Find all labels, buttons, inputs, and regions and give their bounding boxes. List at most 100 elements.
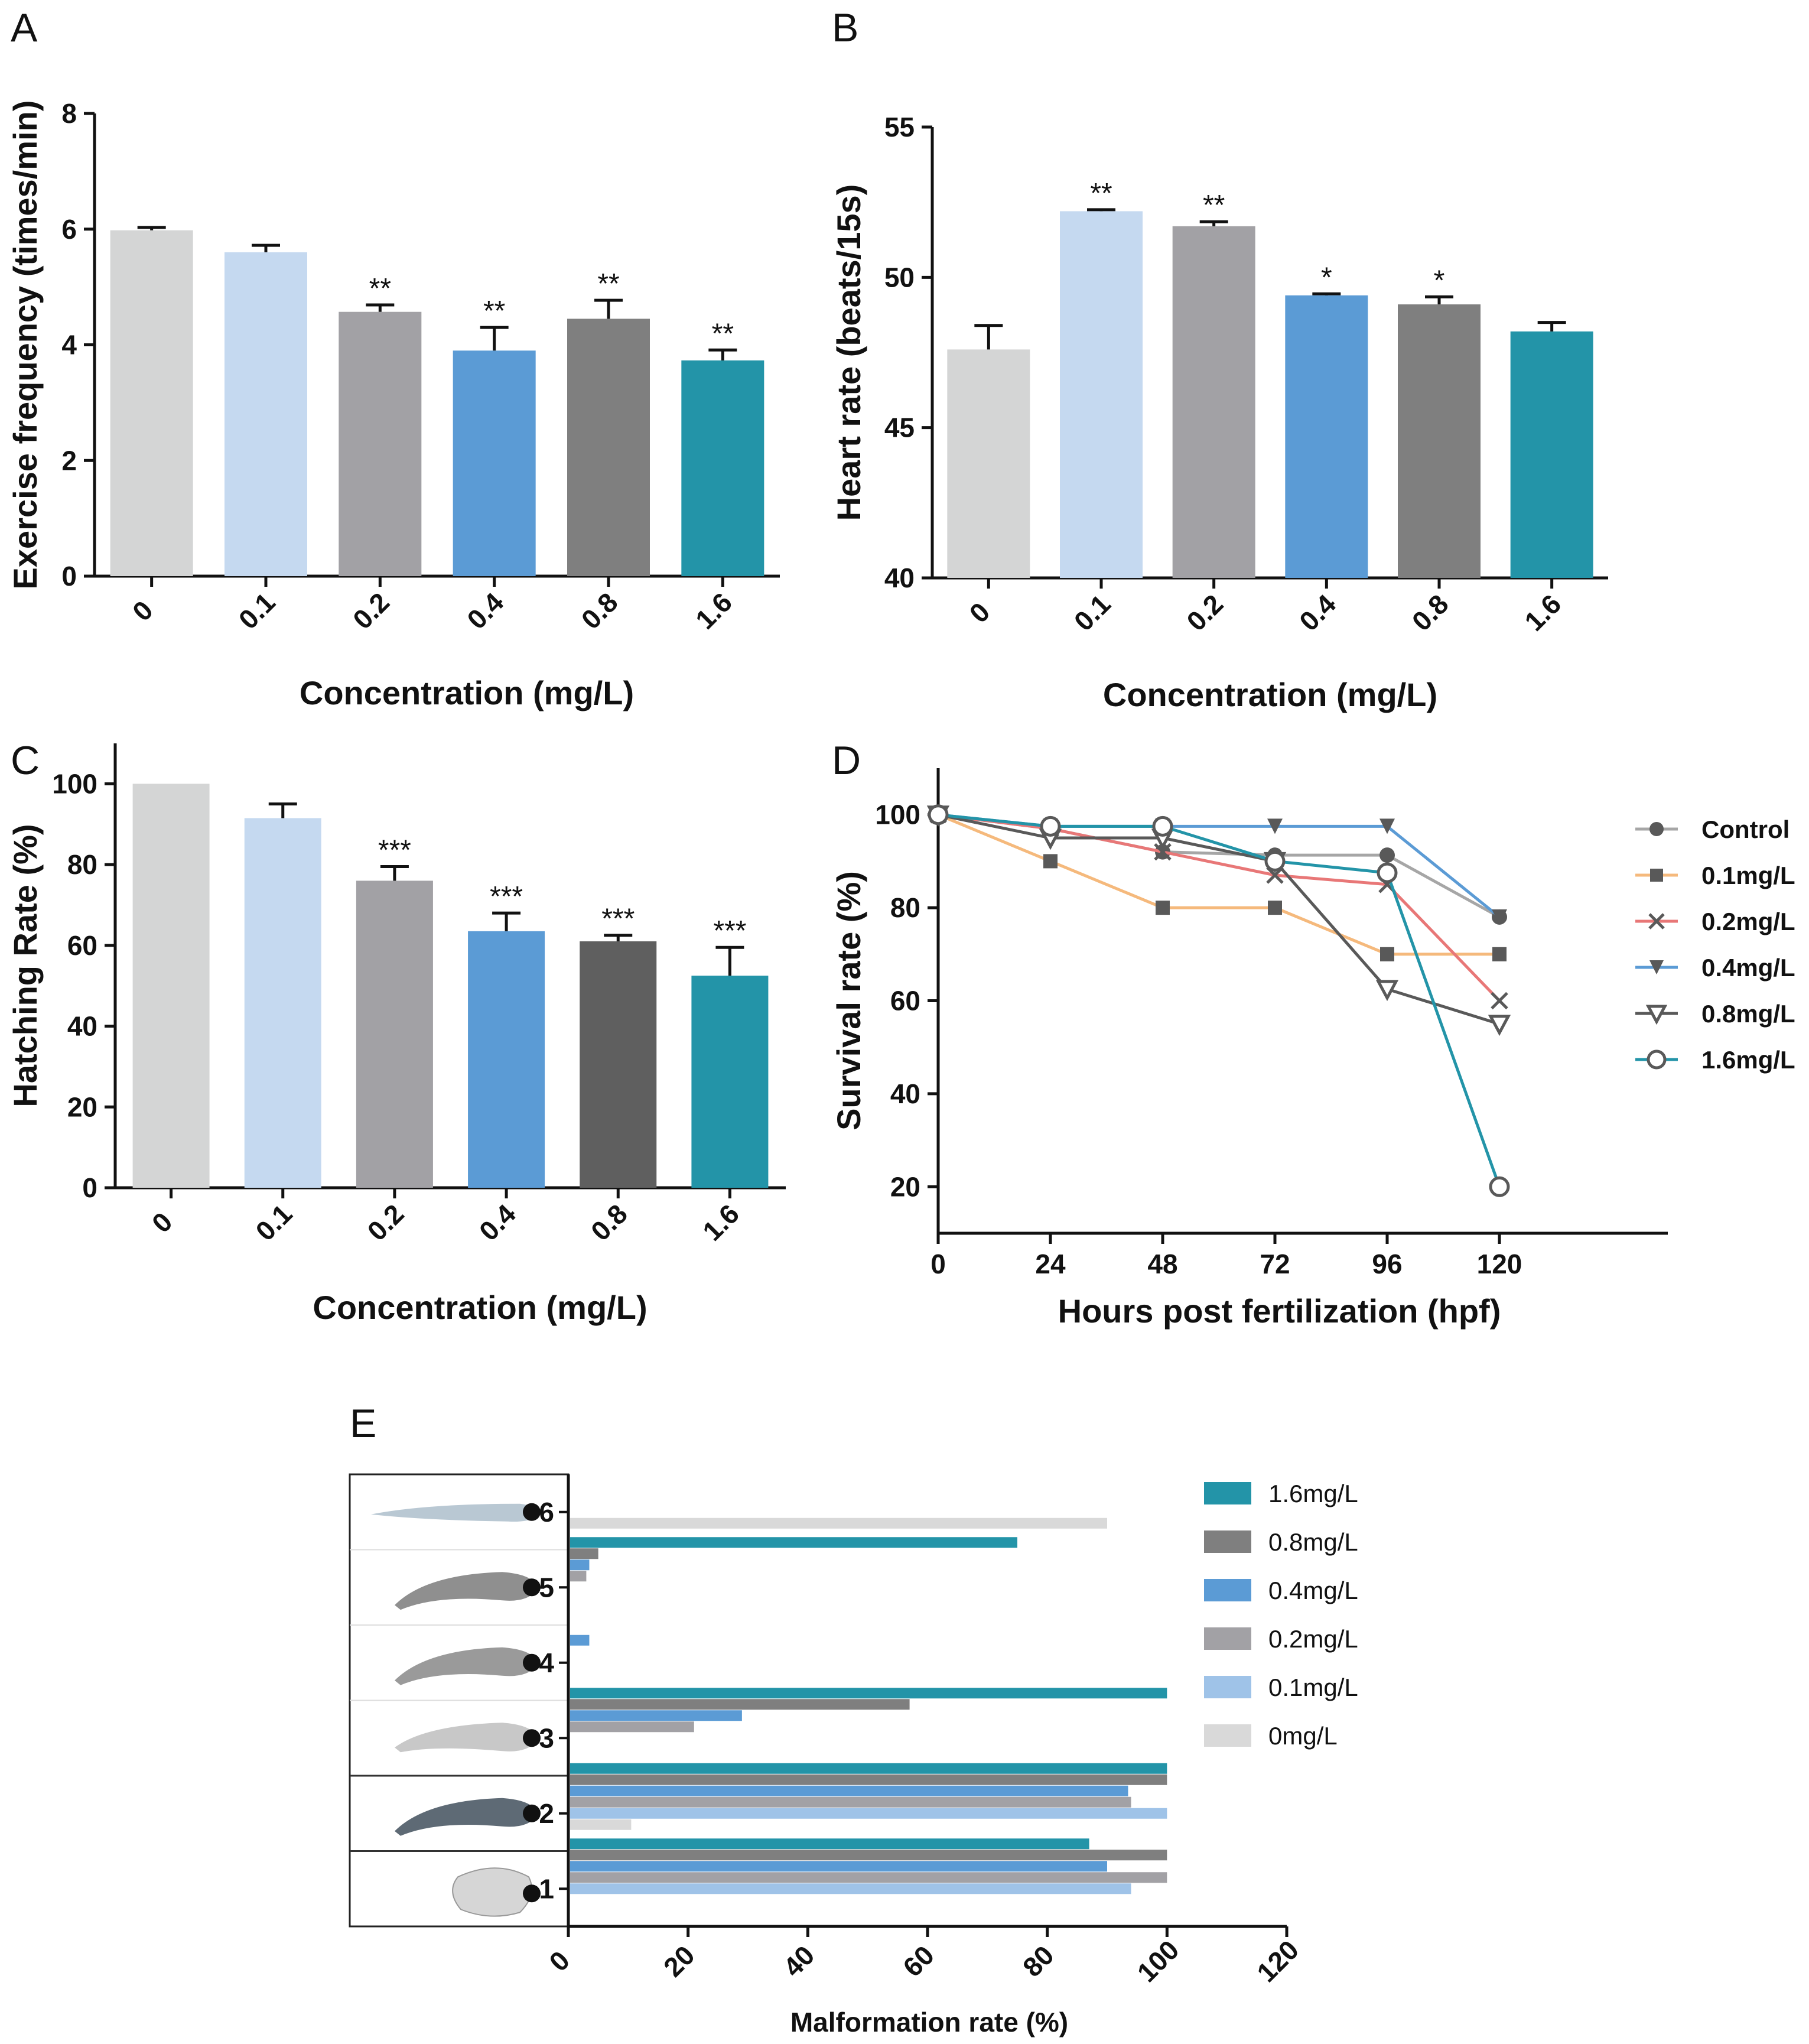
x-tick-label: 0.2 [1180,589,1229,637]
marker-x [1491,992,1508,1010]
series-line [938,813,1501,1002]
bar [570,1883,1131,1894]
legend-label: 1.6mg/L [1701,1046,1795,1074]
significance-label: * [1434,265,1445,296]
marker-open-circle [1489,1176,1510,1197]
y-tick-label: 0 [82,1172,97,1203]
marker-circle [1649,822,1664,836]
y-tick-label: 55 [884,112,915,142]
x-tick-label: 0.8 [585,1198,633,1247]
bar [356,880,433,1188]
legend-label: 0.4mg/L [1701,954,1795,982]
bar [132,784,210,1188]
y-axis-title: Hatching Rate (%) [6,824,44,1107]
bar [570,1699,910,1710]
significance-label: ** [597,268,619,300]
larva-thumbnail [395,1798,538,1836]
x-tick-label: 0 [964,596,996,629]
bar [567,319,650,576]
legend-swatch [1204,1482,1251,1504]
larva-thumbnail [395,1647,538,1685]
larva-eye [523,1578,541,1597]
legend-swatch [1204,1724,1251,1747]
larva-thumbnail [395,1723,538,1753]
x-axis-title: Hours post fertilization (hpf) [1058,1292,1501,1330]
bar [570,1634,590,1646]
larva-eye [523,1503,541,1521]
y-axis-title: Heart rate (beats/15s) [830,184,867,521]
marker-open-circle [1377,862,1398,883]
y-tick-label: 4 [539,1647,554,1678]
y-tick-label: 40 [884,563,915,593]
y-tick-label: 60 [67,930,97,961]
larva-eye [523,1804,541,1822]
bar [1510,331,1593,578]
bar [570,1548,598,1559]
y-tick-label: 40 [67,1011,97,1042]
x-tick-label: 100 [1131,1934,1185,1988]
series-line [938,813,1501,1188]
legend-swatch [1204,1530,1251,1553]
x-tick-label: 96 [1372,1249,1402,1279]
y-tick-label: 8 [61,98,77,129]
legend-swatch [1204,1627,1251,1650]
marker-open-triangle [1488,1015,1511,1036]
y-tick-label: 5 [539,1572,554,1603]
bar [570,1872,1167,1883]
x-tick-label: 1.6 [1518,589,1567,637]
significance-label: ** [369,273,391,304]
x-tick-label: 0 [930,1249,946,1279]
series-line [938,813,1500,1026]
bar [691,976,769,1188]
x-axis-title: Concentration (mg/L) [300,674,634,711]
marker-open-triangle [1645,1005,1668,1025]
legend-label: 0.8mg/L [1701,1000,1795,1028]
y-tick-label: 0 [61,561,77,592]
y-tick-label: 100 [875,800,920,830]
bar [570,1571,587,1582]
legend-label: 0.8mg/L [1268,1528,1358,1556]
x-tick-label: 20 [658,1939,701,1983]
y-tick-label: 40 [890,1078,920,1109]
x-tick-label: 0.2 [362,1198,410,1247]
y-tick-label: 80 [890,892,920,923]
x-tick-label: 40 [777,1939,821,1983]
y-tick-label: 20 [67,1091,97,1122]
bar [570,1710,742,1721]
y-tick-label: 45 [884,412,915,443]
y-tick-label: 6 [61,214,77,245]
x-tick-label: 0 [126,594,159,627]
larva-image-column [349,1473,570,1928]
larva-eye [523,1653,541,1672]
x-tick-label: 72 [1260,1249,1290,1279]
legend-label: Control [1701,815,1790,843]
x-tick-label: 80 [1017,1939,1060,1983]
bar [244,818,321,1188]
marker-triangle [1649,960,1664,974]
series-0-2mg-l: 0.2mg/L [929,805,1795,1010]
series-0-1mg-l: 0.1mg/L [931,807,1795,961]
legend-label: 0.1mg/L [1268,1673,1358,1701]
x-tick-label: 0.4 [461,586,509,635]
marker-open-circle [1040,815,1061,837]
x-tick-label: 0.1 [249,1198,298,1247]
bar [570,1688,1167,1699]
x-tick-label: 48 [1147,1249,1177,1279]
larva-thumbnail [395,1572,538,1610]
bar [580,941,657,1188]
y-tick-label: 100 [52,768,97,799]
panel-label-a: A [11,5,38,50]
bar [570,1808,1167,1819]
bar [110,230,193,576]
bar [1398,304,1481,578]
x-tick-label: 0.2 [347,587,395,635]
bar [570,1763,1167,1774]
larva-eye [523,1729,541,1747]
bar [681,360,764,576]
x-tick-label: 0.8 [575,587,624,635]
significance-label: *** [601,904,635,935]
y-axis-title: Survival rate (%) [830,871,867,1130]
marker-x [1648,913,1665,930]
series-line [938,813,1499,956]
